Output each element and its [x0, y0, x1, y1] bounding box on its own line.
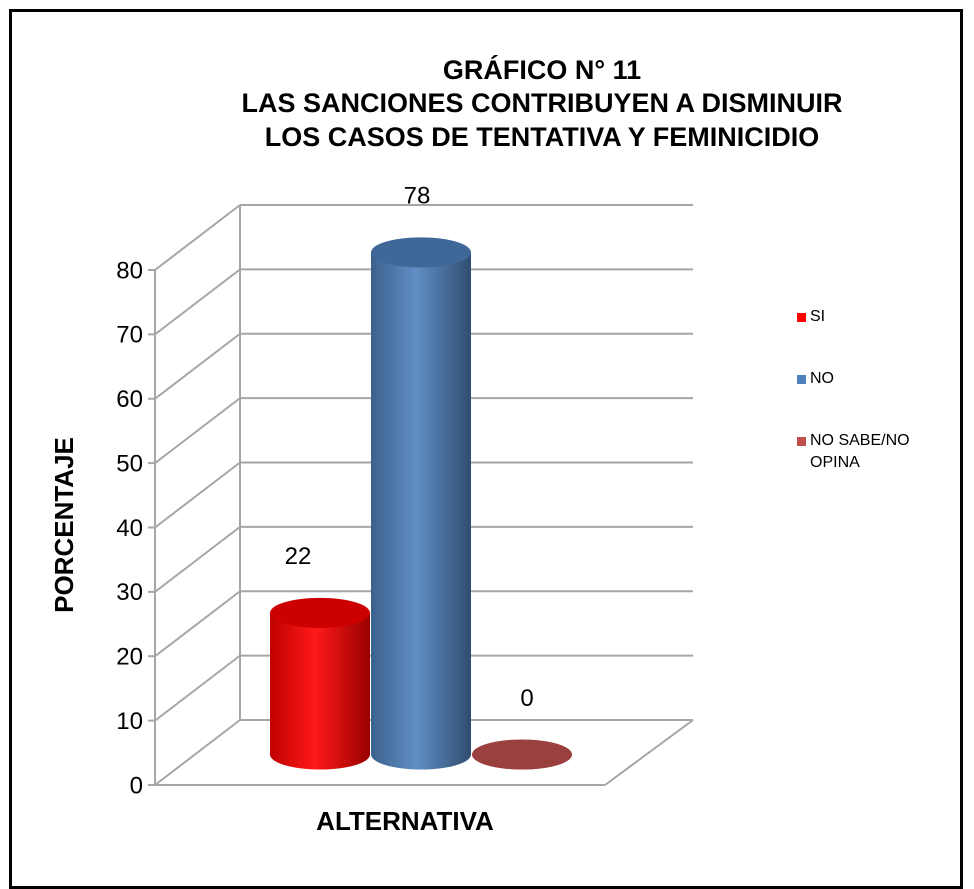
- y-tick-label: 30: [116, 579, 143, 606]
- y-tick-label: 20: [116, 644, 143, 671]
- chart-title: GRÁFICO N° 11: [443, 54, 641, 85]
- grid-line: [154, 590, 241, 658]
- legend-swatch: [797, 375, 806, 384]
- y-tick-label: 70: [116, 322, 143, 349]
- grid-line: [154, 461, 241, 529]
- chart-title: LAS SANCIONES CONTRIBUYEN A DISMINUIR: [241, 88, 842, 118]
- chart-title: LOS CASOS DE TENTATIVA Y FEMINICIDIO: [265, 122, 820, 152]
- y-tick-label: 10: [116, 708, 143, 735]
- grid-line: [154, 268, 241, 336]
- legend-swatch: [797, 437, 806, 446]
- bar-top: [472, 739, 572, 770]
- grid-line: [154, 204, 241, 271]
- bar-top: [270, 597, 370, 628]
- grid-line: [154, 654, 241, 722]
- legend-text: SI: [810, 308, 826, 325]
- grid-line: [154, 526, 241, 593]
- data-label: 22: [285, 543, 312, 570]
- data-label: 78: [404, 183, 431, 210]
- y-tick-label: 0: [130, 772, 143, 799]
- grid-line: [154, 397, 241, 464]
- data-label: 0: [520, 685, 533, 712]
- legend-text: NO: [810, 370, 834, 387]
- bar-top: [371, 237, 471, 268]
- bar: [270, 612, 370, 770]
- legend-swatch: [797, 313, 806, 322]
- x-axis-label: ALTERNATIVA: [316, 806, 494, 836]
- legend-item: SI: [797, 306, 950, 328]
- y-tick-label: 40: [116, 515, 143, 542]
- y-axis-label: PORCENTAJE: [49, 437, 79, 613]
- grid-line: [154, 332, 241, 400]
- axis-line: [604, 719, 694, 786]
- y-tick-label: 80: [116, 257, 143, 284]
- bar: [371, 252, 471, 770]
- legend-text: NO SABE/NO OPINA: [810, 432, 910, 471]
- y-tick-label: 50: [116, 450, 143, 477]
- legend-item: NO SABE/NO OPINA: [797, 430, 950, 474]
- grid-line: [154, 719, 241, 786]
- legend-item: NO: [797, 368, 950, 390]
- y-tick-label: 60: [116, 386, 143, 413]
